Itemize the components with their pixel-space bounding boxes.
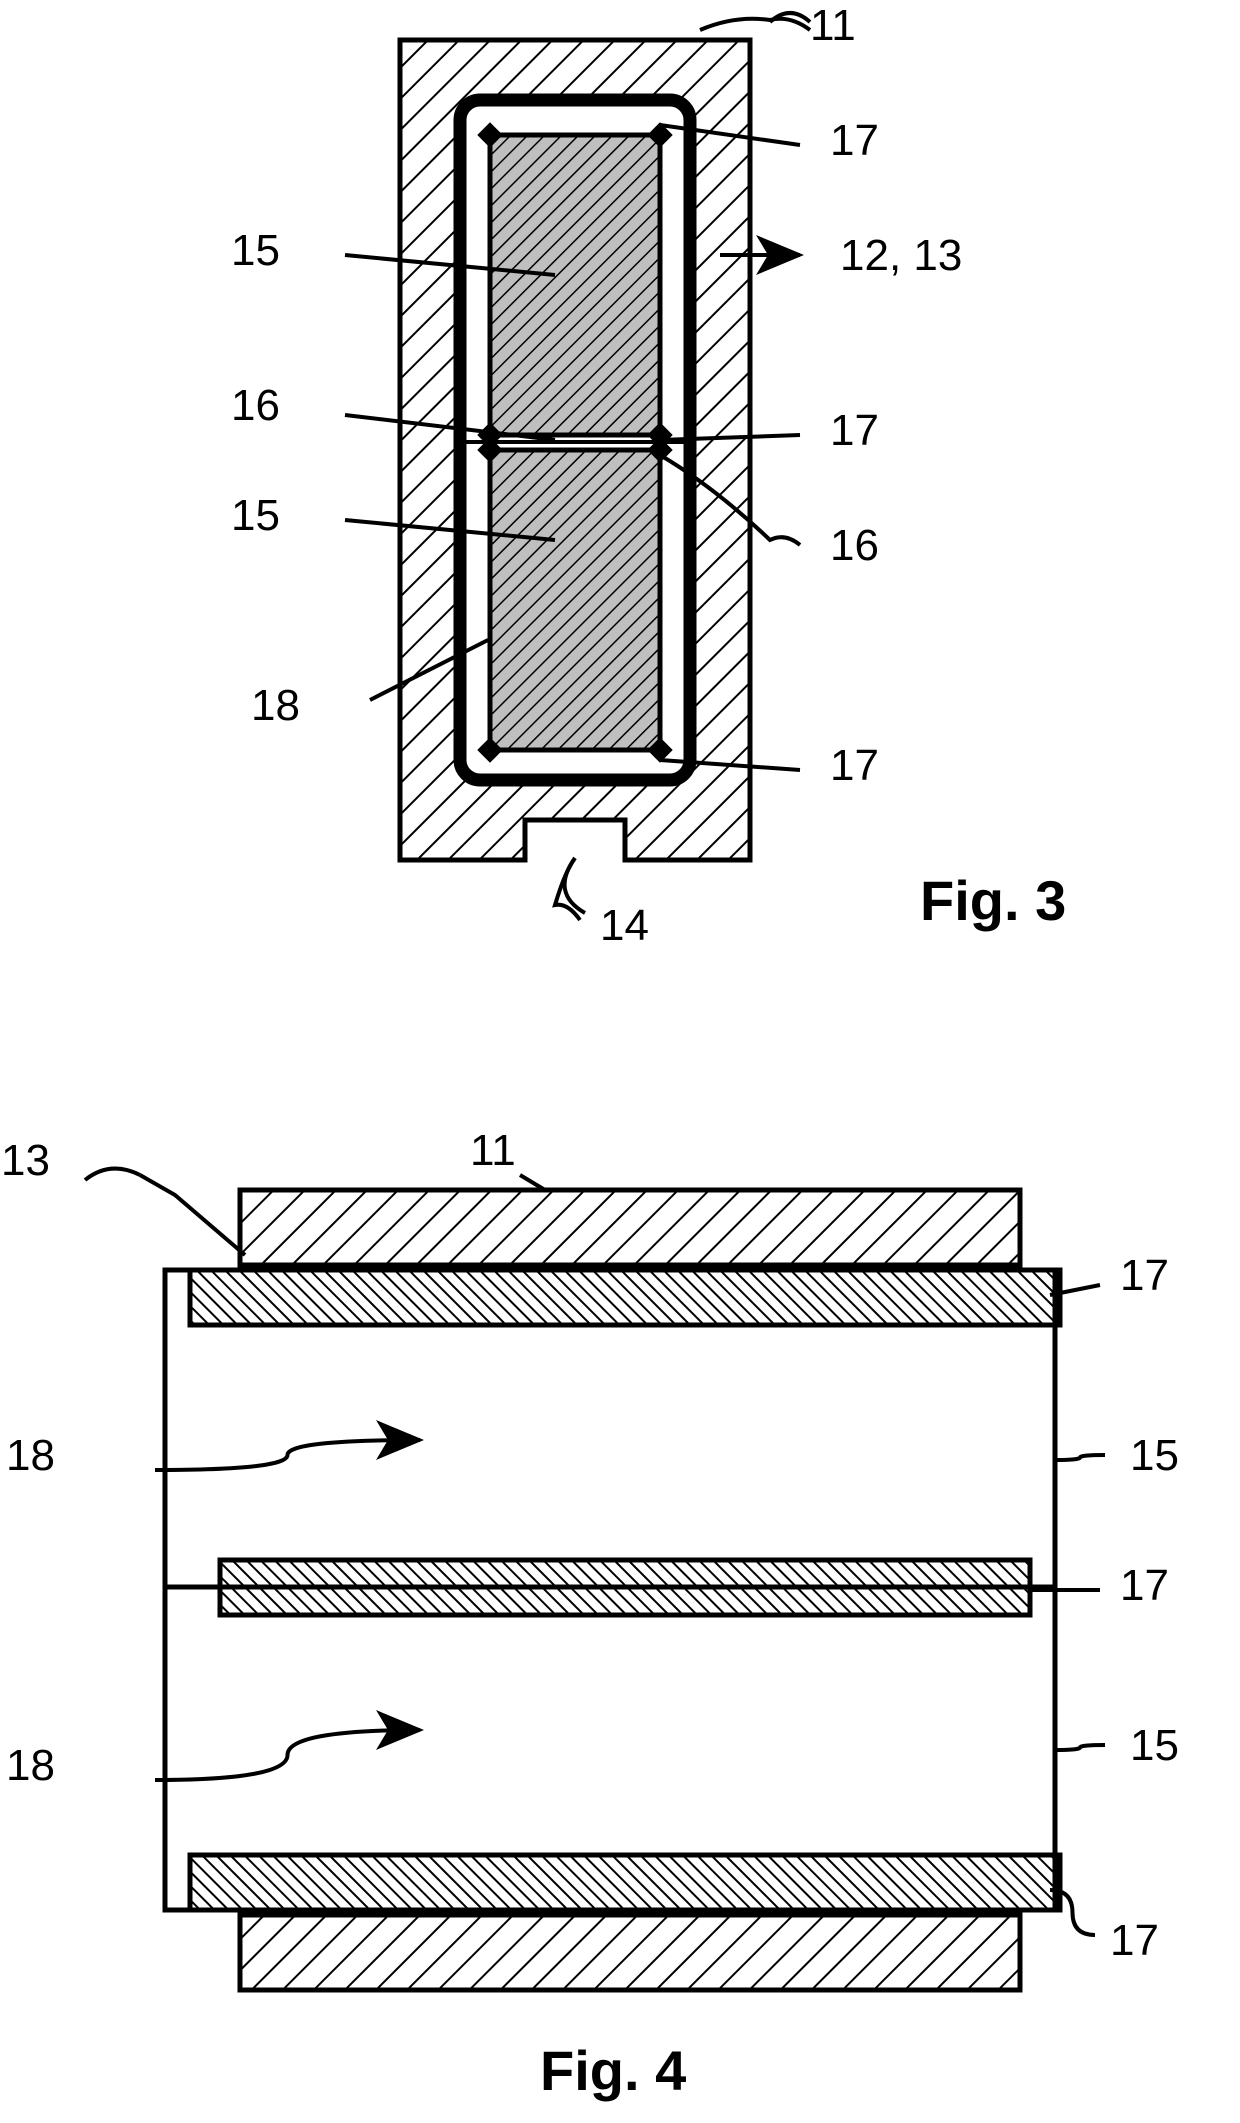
svg-text:18: 18: [6, 1741, 55, 1790]
svg-text:15: 15: [231, 491, 280, 540]
svg-text:11: 11: [810, 1, 856, 50]
svg-text:12, 13: 12, 13: [840, 231, 962, 280]
svg-text:17: 17: [830, 116, 879, 165]
svg-text:15: 15: [231, 226, 280, 275]
svg-text:17: 17: [830, 406, 879, 455]
svg-text:12, 13: 12, 13: [0, 1136, 50, 1185]
svg-text:16: 16: [231, 381, 280, 430]
svg-text:15: 15: [1130, 1721, 1179, 1770]
svg-text:17: 17: [1110, 1916, 1159, 1965]
svg-text:16: 16: [830, 521, 879, 570]
svg-text:17: 17: [830, 741, 879, 790]
svg-text:17: 17: [1120, 1251, 1169, 1300]
svg-text:11: 11: [470, 1126, 516, 1175]
svg-text:17: 17: [1120, 1561, 1169, 1610]
svg-text:18: 18: [251, 681, 300, 730]
svg-text:Fig. 4: Fig. 4: [540, 2039, 686, 2102]
svg-text:18: 18: [6, 1431, 55, 1480]
svg-text:14: 14: [600, 901, 649, 950]
svg-text:15: 15: [1130, 1431, 1179, 1480]
svg-text:Fig. 3: Fig. 3: [920, 869, 1066, 932]
